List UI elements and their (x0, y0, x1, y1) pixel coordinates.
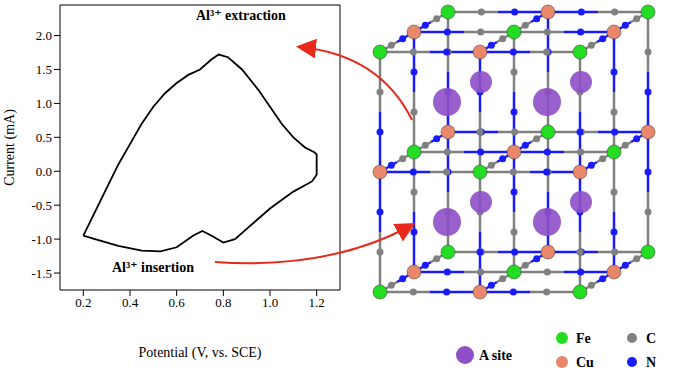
svg-text:0.2: 0.2 (75, 295, 91, 310)
svg-text:Al³⁺ insertion: Al³⁺ insertion (112, 260, 194, 275)
svg-text:0.6: 0.6 (169, 295, 186, 310)
svg-text:1.0: 1.0 (36, 96, 52, 111)
svg-text:0.4: 0.4 (122, 295, 139, 310)
svg-text:-1.5: -1.5 (31, 266, 52, 281)
svg-text:1.5: 1.5 (36, 62, 52, 77)
svg-text:1.2: 1.2 (309, 295, 325, 310)
svg-text:2.0: 2.0 (36, 28, 52, 43)
svg-text:-1.0: -1.0 (31, 232, 52, 247)
svg-text:C: C (646, 331, 656, 346)
svg-text:Al³⁺ extraction: Al³⁺ extraction (196, 8, 286, 23)
svg-text:1.0: 1.0 (262, 295, 278, 310)
svg-text:N: N (646, 355, 656, 370)
svg-text:0.5: 0.5 (36, 130, 52, 145)
svg-text:Fe: Fe (576, 331, 591, 346)
svg-text:Current (mA): Current (mA) (2, 109, 18, 186)
svg-text:0.0: 0.0 (36, 164, 52, 179)
svg-text:0.8: 0.8 (215, 295, 231, 310)
svg-text:A site: A site (479, 348, 512, 363)
svg-text:Potential (V, vs. SCE): Potential (V, vs. SCE) (138, 345, 261, 361)
svg-text:-0.5: -0.5 (31, 198, 52, 213)
svg-text:Cu: Cu (576, 355, 594, 370)
